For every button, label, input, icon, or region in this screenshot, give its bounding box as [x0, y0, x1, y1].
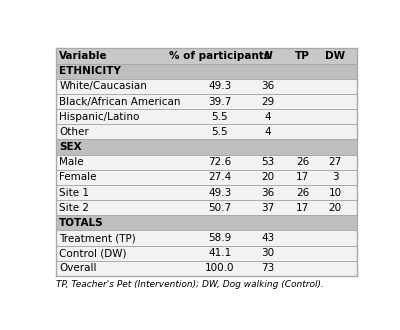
Text: N: N [264, 51, 272, 61]
Text: 39.7: 39.7 [208, 97, 231, 107]
Text: 26: 26 [296, 187, 309, 198]
Text: 72.6: 72.6 [208, 157, 231, 167]
Text: 36: 36 [261, 187, 274, 198]
Text: Male: Male [59, 157, 84, 167]
Text: 41.1: 41.1 [208, 248, 231, 258]
Text: 58.9: 58.9 [208, 233, 231, 243]
Text: 26: 26 [296, 157, 309, 167]
Text: 10: 10 [329, 187, 342, 198]
Text: 27: 27 [328, 157, 342, 167]
Bar [56, 140, 357, 155]
Text: 5.5: 5.5 [212, 127, 228, 137]
Text: 3: 3 [332, 172, 338, 182]
Text: DW: DW [325, 51, 345, 61]
Bar [56, 261, 357, 276]
Text: Other: Other [59, 127, 89, 137]
Bar [56, 79, 357, 94]
Text: Site 1: Site 1 [59, 187, 89, 198]
Text: Black/African American: Black/African American [59, 97, 181, 107]
Text: 50.7: 50.7 [208, 203, 231, 213]
Text: Hispanic/Latino: Hispanic/Latino [59, 112, 140, 122]
Bar [56, 94, 357, 109]
Bar [56, 49, 357, 64]
Text: 17: 17 [296, 172, 309, 182]
Text: 20: 20 [261, 172, 274, 182]
Text: 5.5: 5.5 [212, 112, 228, 122]
Text: Overall: Overall [59, 263, 97, 273]
Text: % of participants: % of participants [169, 51, 270, 61]
Bar [56, 230, 357, 246]
Bar [56, 215, 357, 230]
Bar [56, 109, 357, 124]
Text: White/Caucasian: White/Caucasian [59, 82, 147, 91]
Text: 36: 36 [261, 82, 274, 91]
Text: 73: 73 [261, 263, 274, 273]
Bar [56, 246, 357, 261]
Text: 49.3: 49.3 [208, 82, 231, 91]
Text: TP: TP [295, 51, 310, 61]
Bar [56, 185, 357, 200]
Text: 49.3: 49.3 [208, 187, 231, 198]
Bar [56, 124, 357, 140]
Text: TOTALS: TOTALS [59, 218, 104, 228]
Bar [56, 170, 357, 185]
Text: 43: 43 [261, 233, 274, 243]
Text: 29: 29 [261, 97, 274, 107]
Bar [56, 200, 357, 215]
Text: Variable: Variable [59, 51, 108, 61]
Text: Female: Female [59, 172, 97, 182]
Text: 4: 4 [264, 112, 271, 122]
Text: SEX: SEX [59, 142, 82, 152]
Text: TP, Teacher's Pet (Intervention); DW, Dog walking (Control).: TP, Teacher's Pet (Intervention); DW, Do… [56, 280, 324, 289]
Text: Site 2: Site 2 [59, 203, 89, 213]
Text: 100.0: 100.0 [205, 263, 234, 273]
Text: Treatment (TP): Treatment (TP) [59, 233, 136, 243]
Text: 20: 20 [329, 203, 342, 213]
Text: 30: 30 [261, 248, 274, 258]
Text: ETHNICITY: ETHNICITY [59, 66, 121, 76]
Text: 53: 53 [261, 157, 274, 167]
Bar [56, 155, 357, 170]
Bar [56, 64, 357, 79]
Text: 37: 37 [261, 203, 274, 213]
Text: 17: 17 [296, 203, 309, 213]
Text: 4: 4 [264, 127, 271, 137]
Text: Control (DW): Control (DW) [59, 248, 127, 258]
Text: 27.4: 27.4 [208, 172, 231, 182]
